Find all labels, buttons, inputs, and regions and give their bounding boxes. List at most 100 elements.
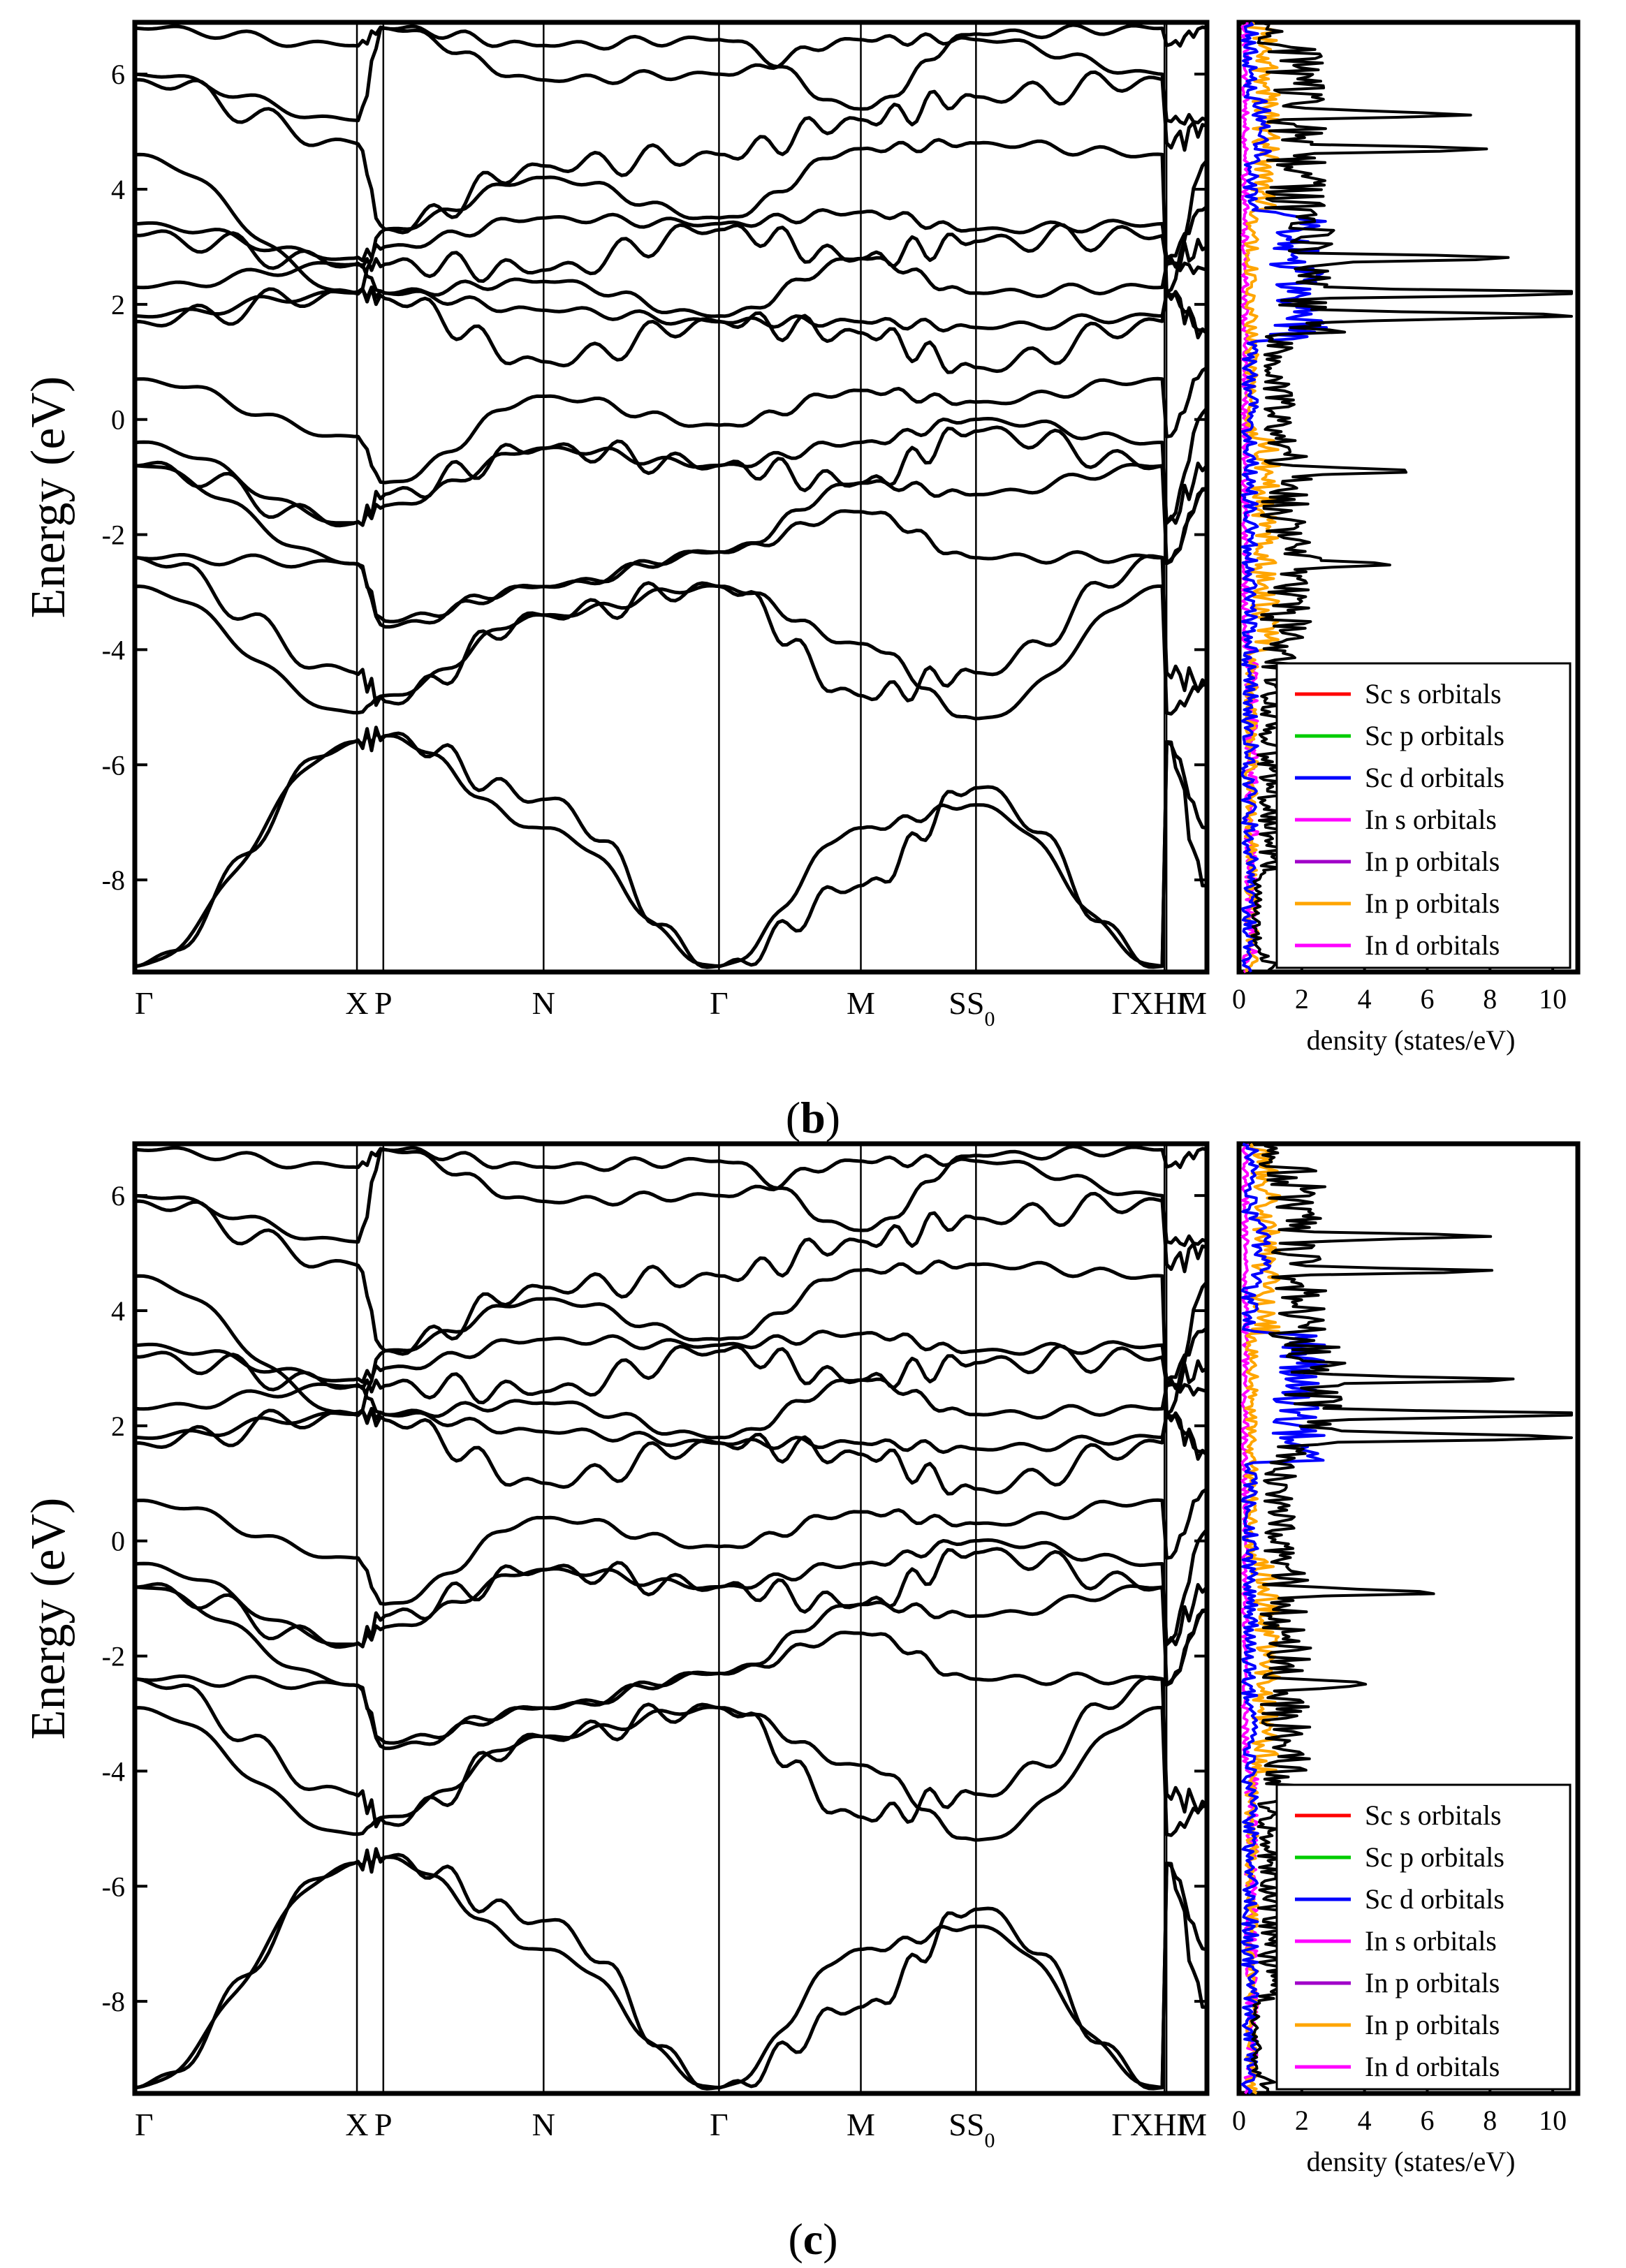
band-line: [134, 1608, 1208, 1745]
band-line: [134, 584, 1208, 721]
band-line: [134, 26, 1208, 126]
band-line: [134, 726, 1208, 969]
legend-box: [1275, 662, 1572, 969]
energy-tick-label: 6: [111, 1180, 125, 1212]
kpoint-label: X: [345, 2107, 368, 2142]
band-line: [134, 1326, 1208, 1384]
kpoint-label: Γ: [135, 985, 154, 1021]
dos-sc-d-curve: [1240, 21, 1328, 973]
kpoint-label: P: [374, 2107, 393, 2142]
panel-caption-b: (b): [786, 1093, 840, 1142]
band-line: [134, 425, 1208, 528]
band-line: [134, 70, 1208, 235]
energy-axis-ticks: -8 -6 -4 -2 0 2 4 6: [102, 1180, 1207, 2017]
kpoint-label: Γ: [135, 2107, 154, 2142]
legend-label: Sc p orbitals: [1365, 720, 1504, 751]
energy-tick-label: -6: [102, 1871, 125, 1902]
legend-label: Sc d orbitals: [1365, 1883, 1504, 1915]
kpoint-label: SS0: [948, 985, 995, 1031]
band-lines: [134, 23, 1208, 969]
kpoint-label: M: [1178, 985, 1207, 1021]
energy-tick-label: 0: [111, 1526, 125, 1557]
band-line: [134, 1584, 1208, 1751]
kpoint-label: N: [532, 985, 555, 1021]
energy-tick-label: 6: [111, 59, 125, 90]
dos-curves: [1240, 21, 1573, 973]
legend-label: Sc p orbitals: [1365, 1841, 1504, 1873]
dos-plot-frame: [1236, 20, 1581, 975]
dos-tick-label: 8: [1483, 983, 1497, 1015]
dos-in-s-curve: [1240, 1143, 1259, 2095]
band-lines: [134, 1144, 1208, 2091]
dos-tick-label: 6: [1420, 983, 1434, 1015]
band-line: [134, 1853, 1208, 2090]
dos-tick-label: 4: [1358, 983, 1372, 1015]
band-line: [134, 205, 1208, 263]
band-line: [134, 1144, 1208, 1232]
dos-total-curve: [1250, 21, 1573, 973]
dos-tick-label: 6: [1420, 2105, 1434, 2136]
band-line: [134, 406, 1208, 526]
legend-label: In p orbitals: [1365, 846, 1500, 877]
kpoint-label: M: [847, 985, 875, 1021]
band-line: [134, 23, 1208, 111]
legend-label: In d orbitals: [1365, 2051, 1500, 2082]
energy-tick-label: 2: [111, 289, 125, 321]
band-line: [134, 462, 1208, 629]
band-line: [134, 286, 1208, 374]
energy-tick-label: -8: [102, 864, 125, 896]
kpoint-label: X: [345, 985, 368, 1021]
band-line: [134, 1259, 1208, 1416]
dos-tick-label: 8: [1483, 2105, 1497, 2136]
band-line: [134, 1847, 1208, 2091]
band-line: [134, 554, 1208, 707]
energy-axis-label: Energy (eV): [22, 1498, 75, 1740]
legend-label: In s orbitals: [1365, 804, 1497, 835]
dos-tick-label: 2: [1295, 2105, 1309, 2136]
kpoint-label: P: [374, 985, 393, 1021]
kpoint-label: M: [1178, 2107, 1207, 2142]
band-line: [134, 366, 1208, 485]
dos-tick-label: 4: [1358, 2105, 1372, 2136]
kpoint-label: ΓXHΓ: [1111, 2107, 1195, 2142]
legend-label: Sc s orbitals: [1365, 1799, 1502, 1831]
energy-tick-label: 4: [111, 174, 125, 205]
legend-label: In p orbitals: [1365, 1967, 1500, 1998]
band-line: [134, 1191, 1208, 1356]
band-line: [134, 1377, 1208, 1440]
energy-tick-label: -6: [102, 749, 125, 781]
legend-box: [1275, 1783, 1572, 2091]
energy-tick-label: -2: [102, 1641, 125, 1672]
panel-caption-c: (c): [788, 2214, 837, 2264]
energy-tick-label: -8: [102, 1986, 125, 2017]
band-line: [134, 285, 1208, 335]
kpoint-label: Γ: [710, 2107, 728, 2142]
band-plot-frame: [132, 20, 1210, 975]
band-line: [134, 1487, 1208, 1606]
band-line: [134, 1547, 1208, 1649]
kpoint-label: SS0: [948, 2107, 995, 2152]
dos-tick-label: 10: [1539, 2105, 1567, 2136]
energy-tick-label: 2: [111, 1411, 125, 1442]
band-line: [134, 1408, 1208, 1496]
dos-in-p-curve: [1244, 22, 1282, 973]
dos-tick-label: 2: [1295, 983, 1309, 1015]
band-line: [134, 138, 1208, 295]
band-line: [134, 1675, 1208, 1829]
kpoint-label: ΓXHΓ: [1111, 985, 1195, 1021]
legend-label: In s orbitals: [1365, 1925, 1497, 1957]
energy-tick-label: -4: [102, 634, 125, 665]
band-line: [134, 731, 1208, 969]
legend-label: In p orbitals: [1365, 888, 1500, 919]
kpoint-vertical-lines: [356, 1144, 1168, 2093]
kpoint-vertical-lines: [356, 22, 1168, 972]
energy-axis-label: Energy (eV): [22, 376, 75, 619]
energy-tick-label: -2: [102, 520, 125, 551]
energy-axis-ticks: -8 -6 -4 -2 0 2 4 6: [102, 59, 1207, 896]
kpoint-label: M: [847, 2107, 875, 2142]
band-line: [134, 1406, 1208, 1457]
